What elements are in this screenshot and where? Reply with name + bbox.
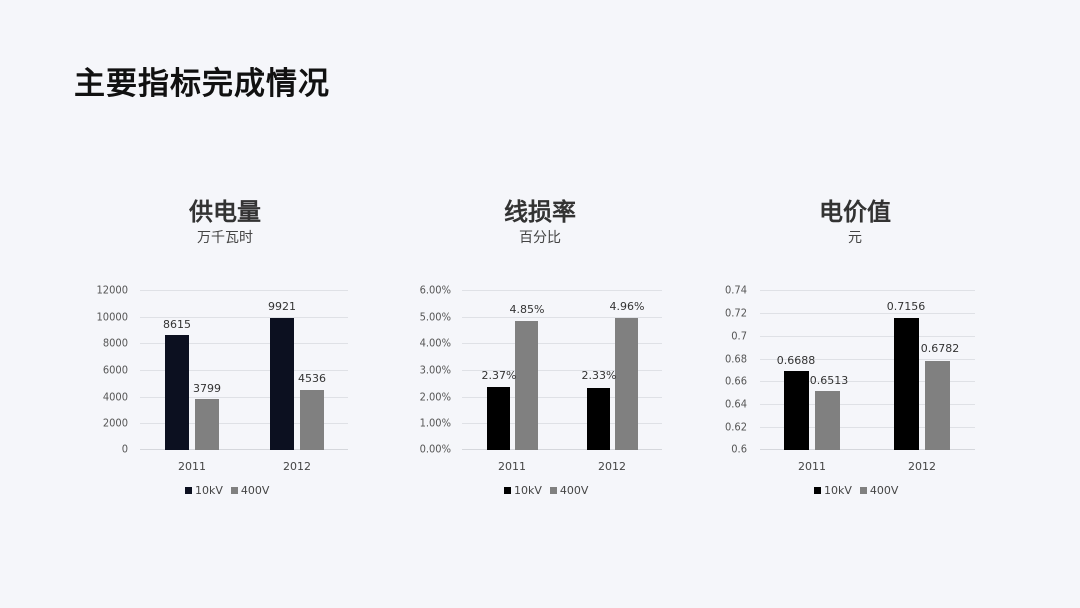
legend-label: 400V bbox=[240, 484, 270, 497]
value-label: 9921 bbox=[268, 300, 296, 313]
y-tick: 5.00% bbox=[419, 310, 451, 324]
y-tick: 0.74 bbox=[724, 283, 747, 297]
y-tick: 0.62 bbox=[724, 420, 747, 434]
chart-electricity-price: 电价值 元 bbox=[700, 0, 1010, 608]
value-label: 4.85% bbox=[509, 303, 545, 316]
x-tick: 2011 bbox=[498, 460, 526, 473]
chart-title: 线损率 bbox=[504, 198, 576, 226]
legend-label: 10kV bbox=[824, 484, 852, 497]
x-tick: 2012 bbox=[598, 460, 626, 473]
y-tick: 4000 bbox=[102, 390, 128, 404]
legend-swatch bbox=[859, 487, 867, 494]
y-tick: 6000 bbox=[102, 363, 128, 377]
y-tick: 0.66 bbox=[724, 374, 747, 388]
bar-400v-2012 bbox=[925, 360, 950, 450]
page-title: 主要指标完成情况 bbox=[74, 66, 330, 102]
legend-swatch bbox=[230, 487, 238, 494]
legend-swatch bbox=[549, 487, 557, 494]
y-tick: 4.00% bbox=[419, 336, 451, 350]
value-label: 0.7156 bbox=[886, 300, 926, 313]
chart-power-supply: 供电量 万千瓦时 bbox=[80, 0, 370, 608]
chart-line-loss: 线损率 百分比 bbox=[400, 0, 680, 608]
legend: 10kV 400V bbox=[814, 484, 898, 497]
bar-10kv-2012 bbox=[270, 317, 294, 450]
bar-400v-2012 bbox=[300, 389, 324, 450]
chart-unit: 元 bbox=[848, 230, 862, 246]
bar-10kv-2011 bbox=[487, 386, 510, 450]
legend: 10kV 400V bbox=[185, 484, 269, 497]
x-tick: 2012 bbox=[908, 460, 936, 473]
y-tick: 0.00% bbox=[419, 442, 451, 456]
legend-label: 10kV bbox=[195, 484, 223, 497]
y-tick: 12000 bbox=[96, 283, 128, 297]
value-label: 0.6513 bbox=[809, 374, 849, 387]
x-tick: 2011 bbox=[178, 460, 206, 473]
y-tick: 0.64 bbox=[724, 397, 747, 411]
y-tick: 6.00% bbox=[419, 283, 451, 297]
y-tick: 2.00% bbox=[419, 390, 451, 404]
legend-label: 10kV bbox=[514, 484, 542, 497]
value-label: 0.6688 bbox=[776, 354, 816, 367]
value-label: 2.37% bbox=[481, 369, 517, 382]
y-tick: 0.72 bbox=[724, 306, 747, 320]
y-tick: 0.7 bbox=[731, 329, 747, 343]
legend-item-400v: 400V bbox=[859, 484, 899, 497]
plot-area-line-loss: 2.37% 4.85% 2.33% 4.96% bbox=[462, 290, 662, 450]
chart-title: 电价值 bbox=[819, 198, 891, 226]
legend-item-400v: 400V bbox=[549, 484, 589, 497]
bar-400v-2011 bbox=[515, 320, 538, 450]
bar-400v-2012 bbox=[615, 317, 638, 450]
x-tick: 2012 bbox=[283, 460, 311, 473]
legend-swatch bbox=[504, 487, 511, 494]
legend-swatch bbox=[814, 487, 821, 494]
legend-item-10kv: 10kV bbox=[504, 484, 542, 497]
plot-area-electricity-price: 0.6688 0.6513 0.7156 0.6782 bbox=[760, 290, 975, 450]
legend-item-10kv: 10kV bbox=[814, 484, 852, 497]
legend-item-10kv: 10kV bbox=[185, 484, 223, 497]
chart-unit: 万千瓦时 bbox=[197, 230, 253, 246]
bar-10kv-2012 bbox=[587, 387, 610, 450]
y-tick: 0.6 bbox=[731, 442, 747, 456]
y-tick: 0.68 bbox=[724, 352, 747, 366]
legend-swatch bbox=[185, 487, 192, 494]
y-tick: 1.00% bbox=[419, 416, 451, 430]
bar-10kv-2012 bbox=[894, 317, 919, 450]
y-tick: 0 bbox=[121, 442, 128, 456]
legend: 10kV 400V bbox=[504, 484, 588, 497]
bar-400v-2011 bbox=[195, 399, 219, 450]
value-label: 4.96% bbox=[609, 300, 645, 313]
bar-10kv-2011 bbox=[165, 335, 189, 450]
legend-label: 400V bbox=[559, 484, 589, 497]
value-label: 2.33% bbox=[581, 369, 617, 382]
value-label: 3799 bbox=[193, 382, 221, 395]
chart-title: 供电量 bbox=[189, 198, 261, 226]
value-label: 8615 bbox=[163, 318, 191, 331]
x-tick: 2011 bbox=[798, 460, 826, 473]
legend-label: 400V bbox=[869, 484, 899, 497]
y-tick: 3.00% bbox=[419, 363, 451, 377]
chart-unit: 百分比 bbox=[519, 230, 561, 246]
bar-400v-2011 bbox=[815, 391, 840, 450]
plot-area-power-supply: 8615 3799 9921 4536 bbox=[140, 290, 348, 450]
legend-item-400v: 400V bbox=[230, 484, 270, 497]
value-label: 4536 bbox=[298, 372, 326, 385]
bar-10kv-2011 bbox=[784, 371, 809, 450]
y-tick: 10000 bbox=[96, 310, 128, 324]
y-tick: 8000 bbox=[102, 336, 128, 350]
value-label: 0.6782 bbox=[920, 342, 960, 355]
y-tick: 2000 bbox=[102, 416, 128, 430]
